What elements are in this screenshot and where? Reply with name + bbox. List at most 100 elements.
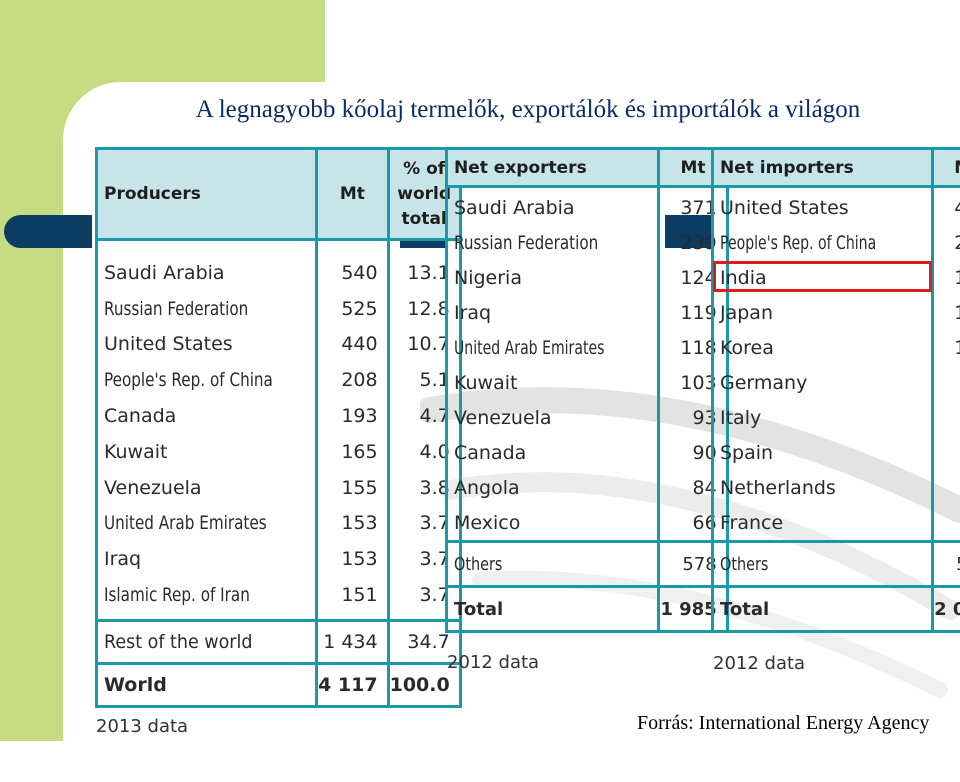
- mt-value: 57: [933, 470, 960, 505]
- producers-data-note: 2013 data: [96, 716, 188, 737]
- total-label: Total: [447, 587, 659, 632]
- country-name: Mexico: [447, 505, 659, 542]
- country-name: Korea: [713, 330, 933, 365]
- mt-value: 179: [933, 295, 960, 330]
- importers-data-note: 2012 data: [713, 653, 805, 674]
- mt-value: 440: [317, 327, 389, 363]
- country-name: Iraq: [97, 541, 317, 577]
- exporters-data-note: 2012 data: [447, 652, 539, 673]
- table-row: France57: [713, 505, 960, 542]
- producers-table: Producers Mt % of world total Saudi Arab…: [95, 147, 462, 708]
- country-name: Venezuela: [447, 400, 659, 435]
- table-row: People's Rep. of China269: [713, 225, 960, 260]
- mt-value: 2 051: [933, 587, 960, 632]
- source-caption: Forrás: International Energy Agency: [637, 712, 929, 735]
- mt-value: 60: [933, 435, 960, 470]
- country-name: Canada: [97, 398, 317, 434]
- total-label: Total: [713, 587, 933, 632]
- table-row: Germany93: [713, 365, 960, 400]
- mt-value: 507: [933, 542, 960, 587]
- country-name: Saudi Arabia: [97, 240, 317, 291]
- country-name: Nigeria: [447, 260, 659, 295]
- slide-tab-decoration: [4, 215, 92, 248]
- country-name: Japan: [713, 295, 933, 330]
- net-importers-table: Net importers Mt United States442 People…: [711, 147, 960, 633]
- mt-value: 57: [933, 505, 960, 542]
- country-name: United Arab Emirates: [447, 330, 659, 365]
- table-row: Korea128: [713, 330, 960, 365]
- country-name: Russian Federation: [97, 291, 317, 327]
- mt-value: 185: [933, 260, 960, 295]
- india-highlight-box: [713, 261, 932, 292]
- country-name: Kuwait: [97, 434, 317, 470]
- country-name: Rest of the world: [97, 620, 317, 663]
- mt-value: 74: [933, 400, 960, 435]
- mt-value: 1 434: [317, 620, 389, 663]
- country-name: United States: [97, 327, 317, 363]
- mt-value: 153: [317, 506, 389, 542]
- country-name: Angola: [447, 470, 659, 505]
- country-name: Venezuela: [97, 470, 317, 506]
- table-row: Netherlands57: [713, 470, 960, 505]
- country-name: Germany: [713, 365, 933, 400]
- mt-value: 165: [317, 434, 389, 470]
- table-row: Japan179: [713, 295, 960, 330]
- importers-header-name: Net importers: [713, 149, 933, 187]
- total-label: World: [97, 663, 317, 706]
- producers-header-mt: Mt: [317, 149, 389, 240]
- country-name: United States: [713, 187, 933, 226]
- exporters-header-name: Net exporters: [447, 149, 659, 187]
- country-name: Islamic Rep. of Iran: [97, 577, 317, 620]
- mt-value: 93: [933, 365, 960, 400]
- country-name: Spain: [713, 435, 933, 470]
- table-row: Spain60: [713, 435, 960, 470]
- country-name: Others: [713, 542, 933, 587]
- country-name: Italy: [713, 400, 933, 435]
- country-name: People's Rep. of China: [97, 362, 317, 398]
- country-name: Iraq: [447, 295, 659, 330]
- mt-value: 155: [317, 470, 389, 506]
- country-name: France: [713, 505, 933, 542]
- table-row: Italy74: [713, 400, 960, 435]
- mt-value: 208: [317, 362, 389, 398]
- country-name: United Arab Emirates: [97, 506, 317, 542]
- country-name: People's Rep. of China: [713, 225, 933, 260]
- producers-header-name: Producers: [97, 149, 317, 240]
- country-name: Kuwait: [447, 365, 659, 400]
- mt-value: 153: [317, 541, 389, 577]
- importers-header-mt: Mt: [933, 149, 960, 187]
- country-name: Others: [447, 542, 659, 587]
- country-name: Canada: [447, 435, 659, 470]
- mt-value: 442: [933, 187, 960, 226]
- mt-value: 4 117: [317, 663, 389, 706]
- table-row: United States442: [713, 187, 960, 226]
- mt-value: 128: [933, 330, 960, 365]
- country-name: Saudi Arabia: [447, 187, 659, 226]
- page-title: A legnagyobb kőolaj termelők, exportálók…: [0, 96, 960, 124]
- mt-value: 193: [317, 398, 389, 434]
- mt-value: 540: [317, 240, 389, 291]
